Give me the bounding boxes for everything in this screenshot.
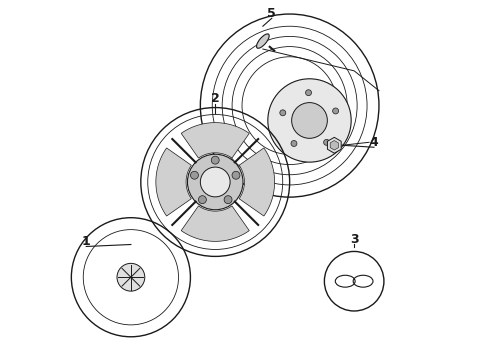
Ellipse shape [191, 171, 198, 179]
Text: 5: 5 [268, 7, 276, 20]
Ellipse shape [306, 90, 312, 96]
Ellipse shape [323, 139, 330, 145]
Polygon shape [327, 137, 341, 153]
Ellipse shape [292, 103, 327, 138]
Ellipse shape [200, 167, 230, 197]
Ellipse shape [291, 140, 297, 147]
Ellipse shape [257, 34, 269, 48]
Ellipse shape [224, 196, 232, 204]
Text: 2: 2 [211, 92, 220, 105]
Ellipse shape [268, 79, 351, 162]
Polygon shape [330, 140, 339, 150]
Polygon shape [156, 148, 191, 216]
Ellipse shape [280, 110, 286, 116]
Ellipse shape [211, 156, 219, 164]
Polygon shape [181, 123, 249, 158]
Text: 3: 3 [350, 233, 359, 246]
Ellipse shape [232, 171, 240, 179]
Text: 4: 4 [369, 136, 378, 149]
Text: 1: 1 [82, 235, 91, 248]
Polygon shape [181, 206, 249, 241]
Ellipse shape [117, 264, 145, 291]
Polygon shape [239, 148, 274, 216]
Ellipse shape [198, 196, 206, 204]
Ellipse shape [188, 154, 243, 210]
Ellipse shape [333, 108, 339, 114]
